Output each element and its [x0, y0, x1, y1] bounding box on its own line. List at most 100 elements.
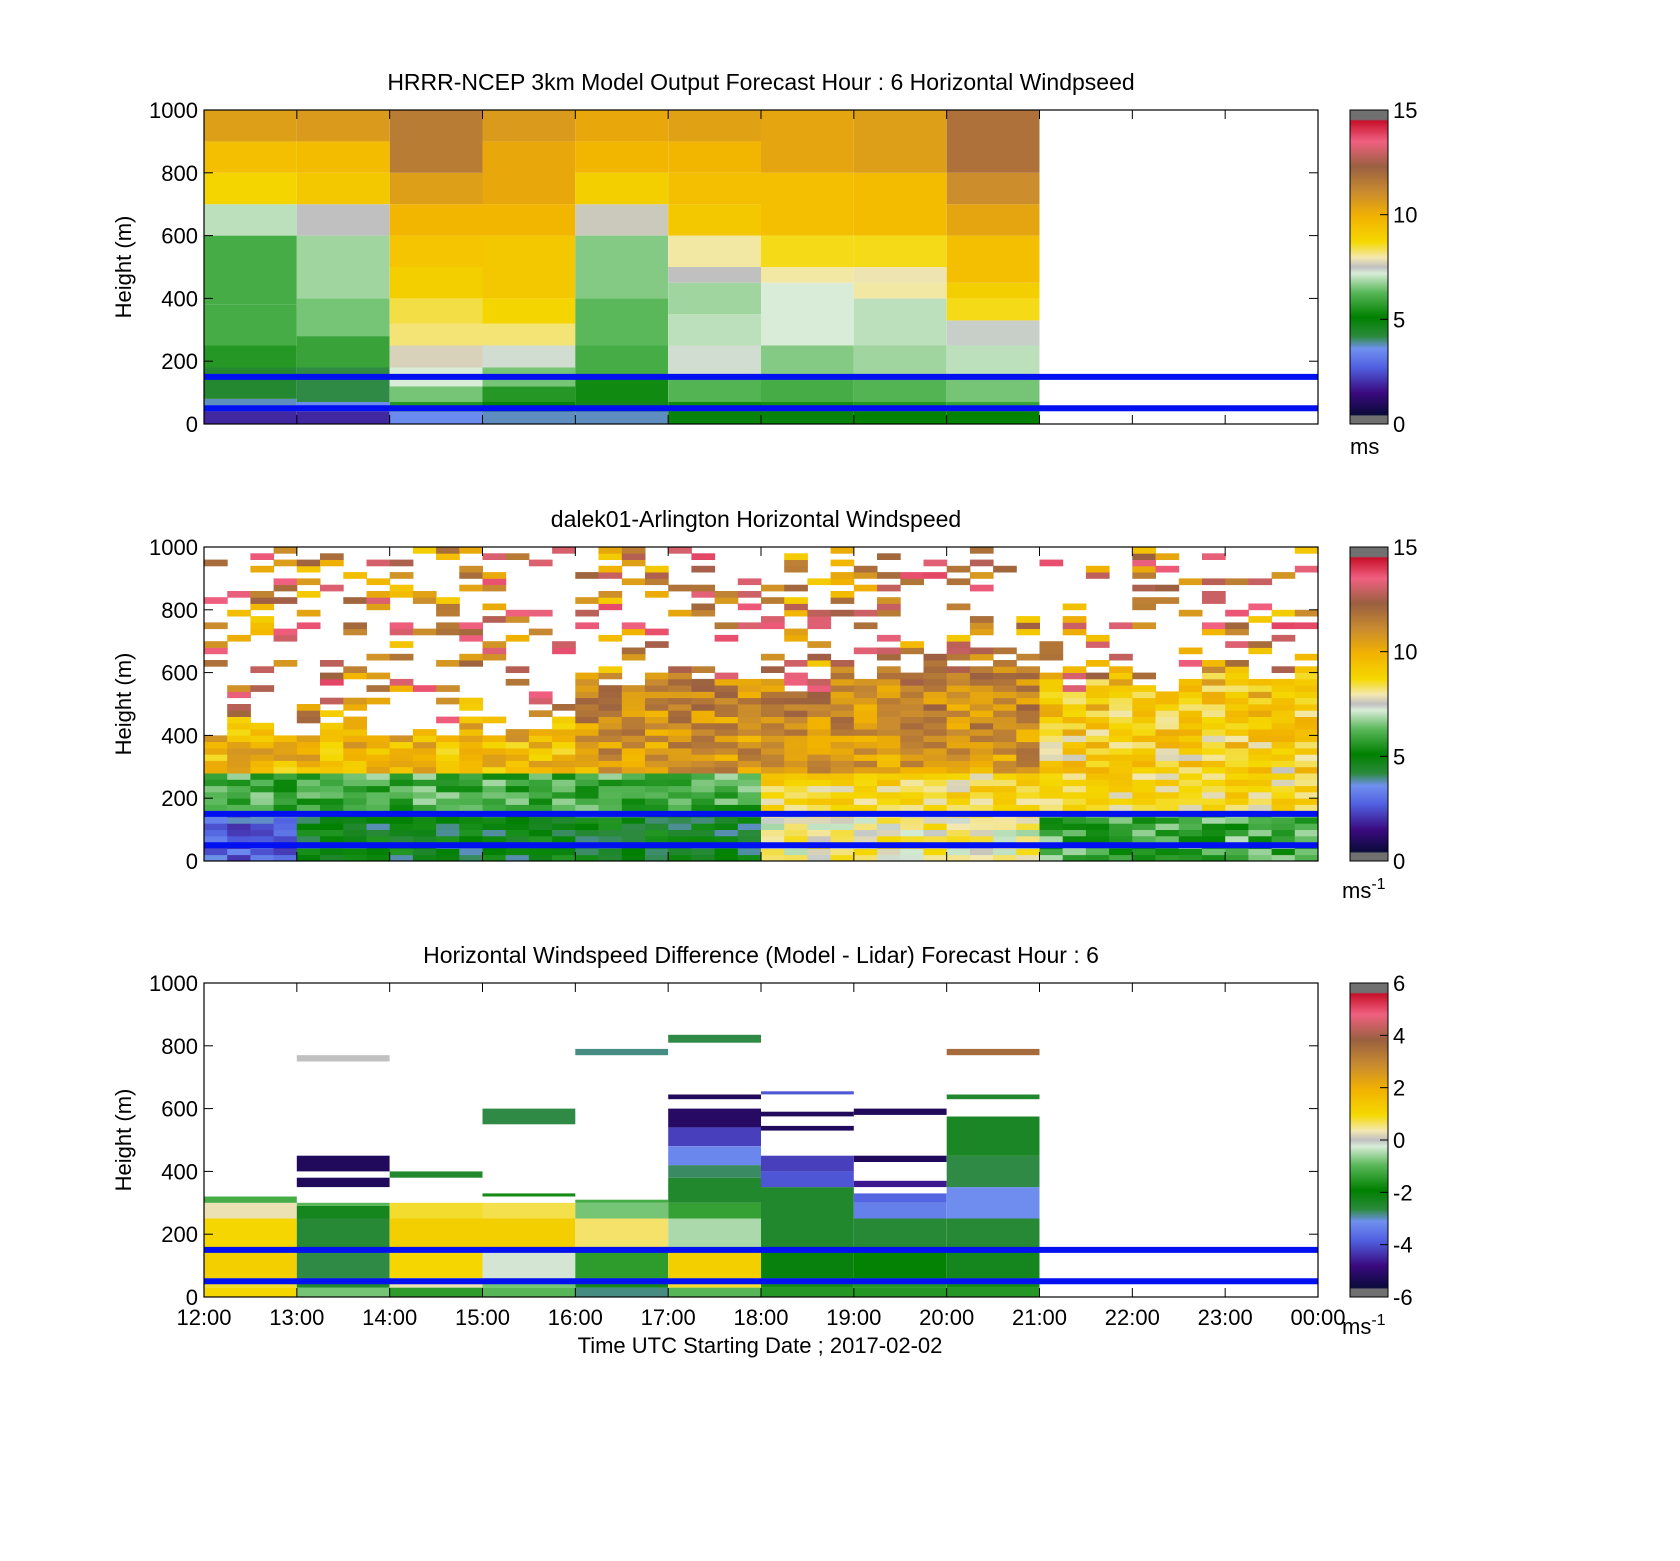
x-tick-label: 16:00	[548, 1305, 603, 1330]
panel-2-cell	[459, 622, 483, 630]
panel-2-cell	[1109, 735, 1133, 743]
panel-1-cell	[482, 110, 576, 142]
panel-2-cell	[1085, 685, 1110, 692]
panel-2-cell	[482, 829, 507, 837]
panel-2-cell	[575, 854, 599, 862]
panel-1-reference-lines	[204, 373, 1318, 412]
panel-2-cell	[343, 791, 367, 799]
panel-3-cell	[575, 1199, 669, 1203]
panel-2-cell	[993, 660, 1017, 667]
panel-2-cell	[853, 710, 878, 717]
panel-2-cell	[853, 685, 878, 692]
panel-2-cell	[993, 704, 1017, 711]
panel-2-cell	[1271, 729, 1296, 736]
panel-3-cell	[761, 1171, 854, 1188]
panel-2-cell	[761, 773, 785, 780]
panel-2-cell	[946, 704, 971, 711]
panel-2-cell	[552, 848, 576, 856]
panel-2-cell	[227, 735, 251, 743]
panel-2-cell	[1248, 791, 1273, 799]
panel-2-cell	[645, 697, 669, 705]
panel-2-cell	[273, 584, 298, 592]
panel-2-cell	[459, 798, 483, 805]
panel-2-cell	[969, 779, 994, 787]
panel-2-cell	[784, 854, 808, 862]
panel-2-cell	[389, 559, 414, 567]
panel-2-cell	[1202, 666, 1226, 673]
panel-2-cell	[923, 848, 948, 856]
panel-2-cell	[598, 804, 623, 812]
panel-2-cell	[1248, 716, 1273, 724]
panel-2-cell	[853, 854, 878, 862]
panel-2-cell	[1294, 760, 1319, 768]
panel-2-cell	[1248, 829, 1273, 837]
colorbar-tick-label: 5	[1393, 744, 1405, 769]
panel-2-cell	[807, 766, 832, 774]
panel-2-cell	[366, 773, 391, 780]
panel-2-cell	[969, 672, 994, 680]
panel-2-cell	[389, 817, 414, 824]
panel-2-cell	[250, 741, 275, 749]
panel-2-cell	[575, 829, 599, 837]
panel-2-cell	[575, 735, 599, 743]
panel-2-cell	[807, 722, 832, 730]
panel-2-cell	[296, 760, 321, 768]
panel-2-cell	[1178, 766, 1203, 774]
panel-2-cell	[946, 697, 971, 705]
panel-2-cell	[877, 785, 901, 793]
panel-3-cell	[853, 1193, 947, 1203]
panel-2-cell	[575, 791, 599, 799]
panel-2-cell	[761, 722, 785, 730]
panel-2-cell	[1271, 697, 1296, 705]
panel-2-cell	[761, 678, 785, 686]
panel-2-cell	[853, 729, 878, 736]
panel-2-cell	[1202, 760, 1226, 768]
panel-2-cell	[645, 578, 669, 586]
panel-2-cell	[598, 672, 623, 680]
panel-2-cell	[389, 735, 414, 743]
panel-2-cell	[1225, 748, 1249, 755]
panel-2-cell	[1062, 741, 1087, 749]
panel-3-cell	[946, 1048, 1040, 1056]
panel-2-cell	[528, 854, 553, 862]
panel-2-cell	[969, 685, 994, 692]
panel-2-cell	[1248, 735, 1273, 743]
panel-2-cell	[459, 823, 483, 830]
panel-2-cell	[737, 678, 762, 686]
panel-2-cell	[482, 773, 507, 780]
panel-2-cell	[969, 616, 994, 623]
panel-2-colorbar-unit-base: ms	[1342, 878, 1371, 903]
panel-2-cell	[830, 697, 855, 705]
panel-2-cell	[645, 685, 669, 692]
panel-1-cell	[204, 304, 297, 346]
panel-2-cell	[1109, 697, 1133, 705]
panel-2-cell	[273, 748, 298, 755]
x-tick-labels: 12:00 13:00 14:00 15:00 16:00 17:00 18:00 19:00…	[176, 1305, 1345, 1330]
panel-1-cell	[296, 172, 390, 205]
panel-2-cell	[645, 628, 669, 636]
panel-2-cell	[900, 735, 924, 743]
panel-2-cell	[784, 553, 808, 560]
panel-2-cell	[691, 704, 716, 711]
panel-2-cell	[412, 823, 437, 830]
panel-2-cell	[691, 697, 716, 705]
panel-2-cell	[621, 697, 646, 705]
panel-2-cell	[1016, 722, 1040, 730]
panel-2-cell	[1225, 685, 1249, 692]
panel-2-cell	[273, 766, 298, 774]
panel-2-cell	[366, 672, 391, 680]
panel-2-cell	[1016, 697, 1040, 705]
panel-2-cell	[296, 748, 321, 755]
panel-2-cell	[436, 823, 460, 830]
panel-2-cell	[900, 572, 924, 579]
y-tick-label: 200	[161, 349, 198, 374]
panel-2-cell	[714, 760, 739, 768]
panel-2-cell	[969, 710, 994, 717]
panel-2-cell	[482, 603, 507, 611]
panel-2-cell	[204, 779, 228, 787]
panel-2-cell	[807, 691, 832, 699]
panel-2-cell	[1294, 754, 1319, 761]
panel-2-cell	[784, 748, 808, 755]
